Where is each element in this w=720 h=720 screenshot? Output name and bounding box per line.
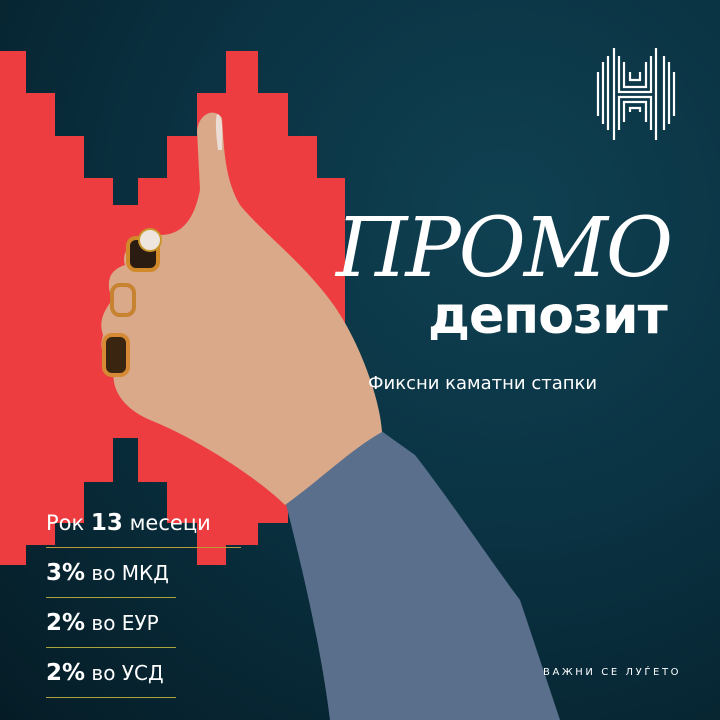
rate-value: 2% — [46, 660, 86, 686]
sleeve — [285, 430, 560, 720]
promo-title: ПРОМО — [336, 201, 673, 296]
rate-row-usd: 2% во УСД — [46, 658, 176, 698]
slogan: ВАЖНИ СЕ ЛУЃЕТО — [543, 667, 682, 678]
term-suffix: месеци — [129, 511, 211, 535]
rate-currency: во УСД — [91, 661, 164, 685]
rates-list: Рок 13 месеци 3% во МКД 2% во ЕУР 2% во … — [46, 508, 246, 708]
tagline: Фиксни каматни стапки — [368, 373, 598, 394]
ring — [102, 333, 130, 377]
rate-value: 2% — [46, 610, 86, 636]
logo-h-icon — [596, 48, 676, 140]
term-value: 13 — [90, 510, 123, 536]
deposit-subtitle: депозит — [428, 286, 668, 346]
hand — [101, 112, 383, 505]
term-prefix: Рок — [46, 511, 85, 535]
rate-currency: во ЕУР — [91, 611, 159, 635]
rate-value: 3% — [46, 560, 86, 586]
pearl — [138, 228, 162, 252]
term-row: Рок 13 месеци — [46, 508, 241, 548]
thumbnail — [215, 114, 223, 150]
ring — [110, 283, 136, 317]
hand-photo — [101, 112, 560, 720]
rate-row-eur: 2% во ЕУР — [46, 608, 176, 648]
rate-currency: во МКД — [91, 561, 169, 585]
rate-row-mkd: 3% во МКД — [46, 558, 176, 598]
